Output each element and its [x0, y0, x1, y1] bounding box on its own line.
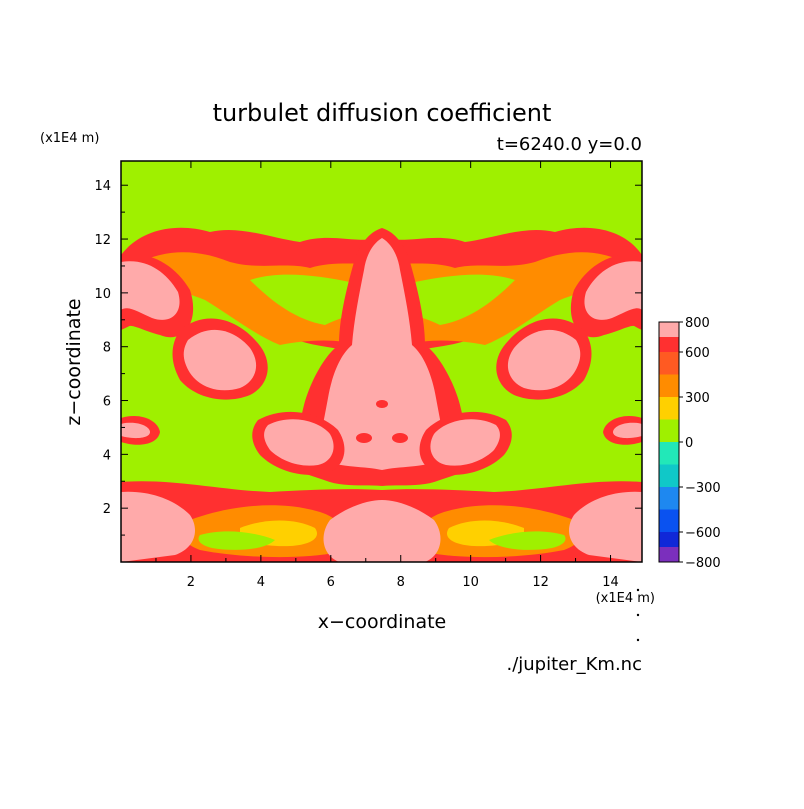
colorbar-swatch [659, 487, 679, 510]
contour-bottom-band-green-left [198, 531, 275, 550]
y-tick-label: 14 [94, 179, 111, 194]
colorbar-swatch [659, 397, 679, 420]
contour-lower-right-lobe-core [430, 419, 500, 466]
contour-lower-left-lobe-core [264, 419, 334, 466]
x-tick-label: 10 [462, 575, 479, 590]
colorbar-swatch [659, 337, 679, 352]
colorbar-tick-label: 600 [685, 346, 710, 361]
contour-right-vortex-core [584, 261, 642, 320]
chart-title: turbulet diffusion coefficient [213, 99, 552, 127]
contour-midleft-blob-core [183, 329, 257, 391]
colorbar-swatch [659, 464, 679, 487]
x-tick-label: 12 [532, 575, 549, 590]
contour-left-edge-small-core [121, 422, 150, 439]
contour-plume-spot [356, 433, 372, 443]
y-unit-label: (x1E4 m) [40, 131, 99, 146]
dot-mark [636, 613, 640, 617]
colorbar-tick-label: 0 [685, 436, 693, 451]
contour-plume-spot [376, 400, 388, 408]
contour-bottom-left-core [121, 491, 195, 562]
colorbar-swatch [659, 532, 679, 547]
source-file-label: ./jupiter_Km.nc [506, 654, 642, 675]
colorbar-swatch [659, 442, 679, 465]
dot-mark [636, 588, 640, 592]
tiny-marks [636, 588, 640, 642]
contour-midright-blob-core [507, 329, 581, 391]
contour-bottom-right-core [569, 491, 642, 562]
colorbar-swatch [659, 374, 679, 397]
x-tick-label: 14 [602, 575, 619, 590]
colorbar-swatch [659, 352, 679, 375]
y-tick-label: 8 [103, 341, 111, 356]
y-tick-label: 4 [103, 448, 111, 463]
y-tick-label: 2 [103, 502, 111, 517]
colorbar-swatch [659, 419, 679, 442]
contour-fills [121, 227, 642, 562]
colorbar-swatch [659, 322, 679, 337]
x-axis-label: x−coordinate [318, 611, 447, 633]
x-tick-label: 8 [397, 575, 405, 590]
y-axis-label: z−coordinate [63, 298, 85, 425]
colorbar-tick-label: −600 [685, 526, 721, 541]
colorbar-tick-label: −300 [685, 481, 721, 496]
contour-bottom-band-green-right [489, 531, 566, 550]
colorbar-tick-label: 800 [685, 316, 710, 331]
plot-area: 2 4 6 8 10 12 14 2 4 6 8 10 12 14 [94, 160, 643, 590]
x-tick-label: 6 [327, 575, 335, 590]
y-tick-label: 10 [94, 287, 111, 302]
x-unit-label: (x1E4 m) [596, 591, 655, 606]
contour-central-plume-core [319, 238, 445, 470]
y-tick-label: 6 [103, 395, 111, 410]
colorbar-tick-label: −800 [685, 556, 721, 571]
x-tick-label: 2 [187, 575, 195, 590]
colorbar-swatch [659, 547, 679, 562]
dot-mark [636, 638, 640, 642]
contour-plume-spot [392, 433, 408, 443]
x-axis-ticks: 2 4 6 8 10 12 14 [155, 161, 619, 590]
colorbar-tick-label: 300 [685, 391, 710, 406]
colorbar-swatch [659, 509, 679, 532]
contour-right-edge-small-core [613, 422, 642, 439]
contour-left-vortex-core [121, 261, 180, 320]
colorbar: 800 600 300 0 −300 −600 −800 [658, 316, 721, 571]
chart-subtitle: t=6240.0 y=0.0 [497, 134, 642, 155]
x-tick-label: 4 [257, 575, 265, 590]
y-tick-label: 12 [94, 233, 111, 248]
contour-bottom-center-core [323, 500, 441, 562]
plot-frame [120, 160, 643, 563]
y-axis-ticks: 2 4 6 8 10 12 14 [94, 179, 642, 536]
